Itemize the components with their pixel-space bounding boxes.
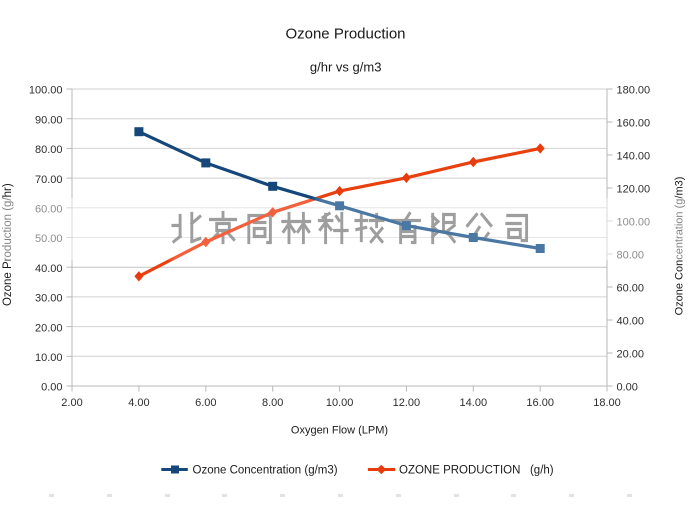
svg-text:20.00: 20.00 — [35, 322, 63, 334]
svg-text:10.00: 10.00 — [35, 352, 63, 364]
svg-text:OZONE PRODUCTION (g/h): OZONE PRODUCTION (g/h) — [399, 465, 554, 477]
svg-text:140.00: 140.00 — [617, 151, 651, 163]
svg-text:18.00: 18.00 — [593, 397, 621, 409]
svg-text:100.00: 100.00 — [617, 217, 651, 229]
svg-text:20.00: 20.00 — [617, 349, 645, 361]
svg-text:g/hr vs g/m3: g/hr vs g/m3 — [310, 60, 382, 75]
svg-text:160.00: 160.00 — [617, 118, 651, 130]
svg-text:10.00: 10.00 — [326, 397, 354, 409]
svg-text:Ozone Production (g/hr): Ozone Production (g/hr) — [2, 183, 14, 306]
svg-text:70.00: 70.00 — [35, 174, 63, 186]
svg-text:2.00: 2.00 — [61, 397, 82, 409]
svg-text:80.00: 80.00 — [35, 144, 63, 156]
svg-text:Oxygen Flow (LPM): Oxygen Flow (LPM) — [291, 425, 388, 437]
svg-text:Ozone Concentration (g/m3): Ozone Concentration (g/m3) — [674, 177, 686, 316]
svg-text:120.00: 120.00 — [617, 184, 651, 196]
svg-text:6.00: 6.00 — [195, 397, 216, 409]
svg-text:Ozone Production: Ozone Production — [285, 25, 405, 42]
svg-text:40.00: 40.00 — [35, 263, 63, 275]
svg-text:40.00: 40.00 — [617, 316, 645, 328]
svg-text:30.00: 30.00 — [35, 293, 63, 305]
svg-text:100.00: 100.00 — [29, 85, 63, 97]
svg-text:60.00: 60.00 — [617, 283, 645, 295]
svg-text:80.00: 80.00 — [617, 250, 645, 262]
svg-text:180.00: 180.00 — [617, 85, 651, 97]
svg-text:Ozone Concentration (g/m3): Ozone Concentration (g/m3) — [193, 465, 338, 477]
svg-text:12.00: 12.00 — [393, 397, 421, 409]
svg-text:60.00: 60.00 — [35, 204, 63, 216]
svg-text:8.00: 8.00 — [262, 397, 283, 409]
svg-text:0.00: 0.00 — [617, 382, 638, 394]
svg-text:90.00: 90.00 — [35, 114, 63, 126]
svg-text:0.00: 0.00 — [41, 382, 62, 394]
svg-text:14.00: 14.00 — [460, 397, 488, 409]
svg-text:16.00: 16.00 — [526, 397, 554, 409]
svg-text:4.00: 4.00 — [128, 397, 149, 409]
svg-text:50.00: 50.00 — [35, 233, 63, 245]
